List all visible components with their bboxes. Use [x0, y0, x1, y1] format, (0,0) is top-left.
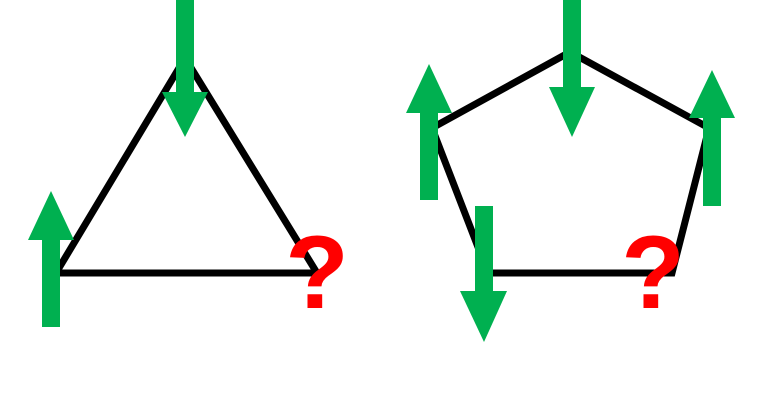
- triangle-lattice: ?: [28, 0, 349, 331]
- pentagon-spin-bottom-left: [460, 206, 507, 342]
- pentagon-edges: [427, 48, 714, 277]
- triangle-spin-top: [162, 0, 208, 137]
- pentagon-lattice: ?: [406, 0, 735, 342]
- pentagon-spin-left: [406, 64, 452, 200]
- triangle-edges: [49, 51, 324, 277]
- pentagon-unknown-spin-label: ?: [621, 215, 685, 331]
- triangle-unknown-spin-label: ?: [285, 215, 349, 331]
- pentagon-spin-right: [689, 70, 735, 206]
- triangle-spin-bottom-left: [28, 191, 74, 327]
- pentagon-spin-top: [549, 0, 595, 137]
